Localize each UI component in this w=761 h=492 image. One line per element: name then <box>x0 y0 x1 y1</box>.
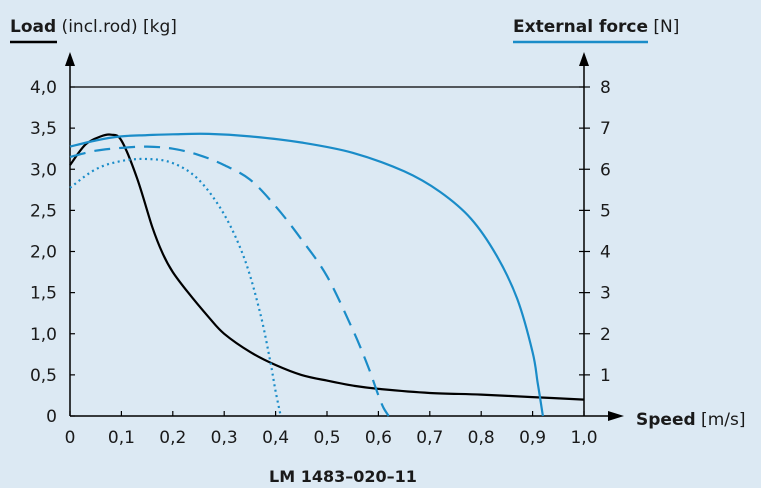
right-tick-label: 7 <box>600 119 611 139</box>
x-axis-arrow <box>608 411 624 421</box>
x-tick-label: 0,6 <box>365 428 392 448</box>
load-curve <box>69 133 585 401</box>
right-tick-label: 5 <box>600 201 611 221</box>
left-tick-label: 3,5 <box>30 119 57 139</box>
x-tick-label: 0,8 <box>468 428 495 448</box>
left-axis-arrow <box>65 52 75 66</box>
x-tick-label: 1,0 <box>570 428 597 448</box>
x-axis-title: Speed [m/s] <box>636 410 745 430</box>
axes-layer: 0 0,1 0,2 0,3 0,4 0,5 0,6 0,7 0,8 0,9 1,0 0 0,5 1,0 1,… <box>30 52 624 448</box>
x-tick-label: 0,3 <box>211 428 238 448</box>
x-tick-label: 0,2 <box>159 428 186 448</box>
x-tick-label: 0,9 <box>519 428 546 448</box>
force-curve-dashed <box>69 145 390 417</box>
right-axis-arrow <box>579 52 589 66</box>
force-curve-dotted <box>69 157 282 417</box>
left-tick-label: 1,0 <box>30 325 57 345</box>
x-tick-label: 0 <box>65 428 76 448</box>
right-axis-title: External force [N] <box>513 17 679 37</box>
x-tick-label: 0,5 <box>313 428 340 448</box>
x-tick-label: 0,7 <box>416 428 443 448</box>
left-tick-label: 4,0 <box>30 78 57 98</box>
right-tick-label: 2 <box>600 325 611 345</box>
left-tick-label: 1,5 <box>30 284 57 304</box>
force-curve-solid <box>69 132 544 417</box>
left-tick-label: 3,0 <box>30 160 57 180</box>
chart-caption: LM 1483–020–11 <box>269 467 417 486</box>
x-tick-label: 0,1 <box>108 428 135 448</box>
right-tick-label: 4 <box>600 243 611 263</box>
right-tick-label: 6 <box>600 160 611 180</box>
left-tick-label: 0 <box>46 407 57 427</box>
x-tick-label: 0,4 <box>262 428 289 448</box>
right-tick-label: 8 <box>600 78 611 98</box>
left-tick-label: 0,5 <box>30 366 57 386</box>
right-tick-label: 1 <box>600 366 611 386</box>
left-axis-title: Load (incl.rod) [kg] <box>10 17 177 37</box>
left-tick-label: 2,5 <box>30 201 57 221</box>
left-tick-label: 2,0 <box>30 243 57 263</box>
right-tick-label: 3 <box>600 284 611 304</box>
series-layer <box>69 132 585 417</box>
